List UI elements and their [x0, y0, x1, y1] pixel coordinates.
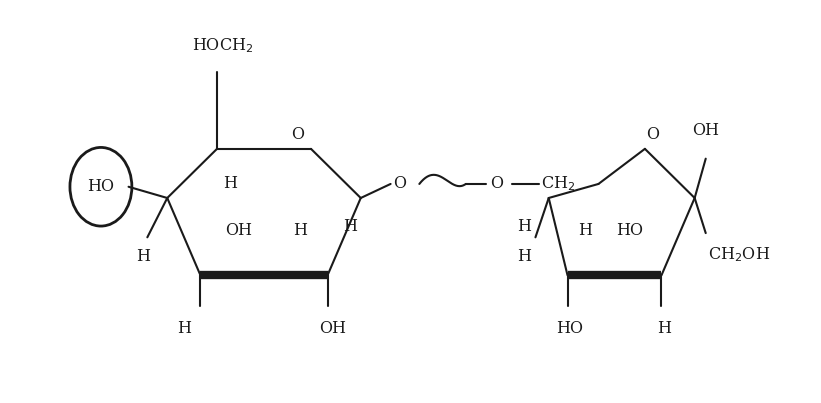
Text: OH: OH [692, 122, 719, 139]
Text: CH$_2$OH: CH$_2$OH [708, 245, 770, 264]
Text: H: H [136, 249, 150, 266]
Text: HO: HO [556, 320, 583, 337]
Text: H: H [578, 222, 592, 239]
Text: H: H [342, 218, 356, 235]
Text: H: H [293, 222, 307, 239]
Text: H: H [517, 249, 531, 266]
Text: O: O [291, 126, 304, 143]
Text: HO: HO [616, 222, 643, 239]
Text: HO: HO [87, 178, 114, 195]
Text: HOCH$_2$: HOCH$_2$ [192, 36, 253, 55]
Text: H: H [223, 175, 237, 193]
Text: O: O [393, 175, 406, 193]
Text: H: H [517, 218, 531, 235]
Text: H: H [177, 320, 190, 337]
Text: CH$_2$: CH$_2$ [541, 174, 576, 193]
Text: H: H [657, 320, 671, 337]
Text: OH: OH [226, 222, 253, 239]
Text: O: O [490, 175, 503, 193]
Text: O: O [646, 126, 659, 143]
Text: OH: OH [319, 320, 346, 337]
